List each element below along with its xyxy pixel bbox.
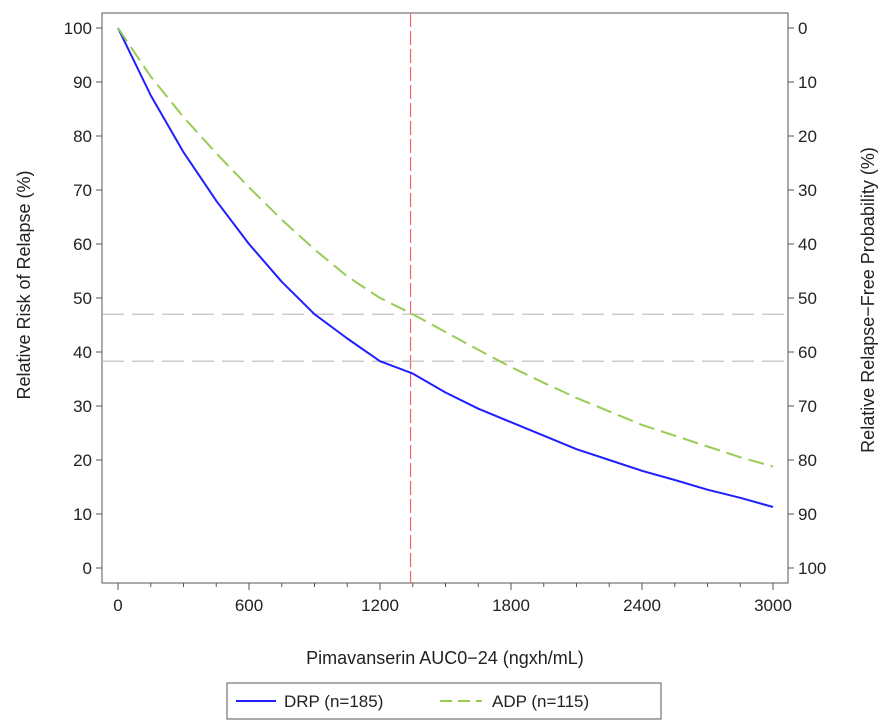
series-line-adp xyxy=(117,27,774,468)
x-tick-label: 0 xyxy=(113,596,122,615)
y-left-tick-label: 80 xyxy=(73,127,92,146)
y-axis-right-title: Relative Relapse−Free Probability (%) xyxy=(858,147,878,453)
y-axis-left-title: Relative Risk of Relapse (%) xyxy=(14,170,34,399)
y-left-tick-label: 60 xyxy=(73,235,92,254)
x-axis: 0 600 1200 1800 2400 3000 xyxy=(113,583,792,615)
legend: DRP (n=185) ADP (n=115) xyxy=(226,682,662,720)
series-lines xyxy=(117,27,774,508)
y-right-tick-label: 0 xyxy=(798,19,807,38)
y-left-tick-label: 90 xyxy=(73,73,92,92)
x-tick-label: 1800 xyxy=(492,596,530,615)
y-left-tick-label: 40 xyxy=(73,343,92,362)
y-right-tick-label: 10 xyxy=(798,73,817,92)
y-right-tick-label: 70 xyxy=(798,397,817,416)
y-right-tick-label: 40 xyxy=(798,235,817,254)
series-line-drp xyxy=(117,27,774,508)
y-right-tick-label: 20 xyxy=(798,127,817,146)
y-left-tick-label: 100 xyxy=(64,19,92,38)
y-right-tick-label: 90 xyxy=(798,505,817,524)
plot-frame xyxy=(101,12,789,584)
y-left-tick-label: 20 xyxy=(73,451,92,470)
x-axis-title: Pimavanserin AUC0−24 (ngxh/mL) xyxy=(306,648,584,668)
y-right-tick-label: 30 xyxy=(798,181,817,200)
y-left-tick-label: 50 xyxy=(73,289,92,308)
y-right-tick-label: 100 xyxy=(798,559,826,578)
y-left-tick-label: 30 xyxy=(73,397,92,416)
legend-label-drp: DRP (n=185) xyxy=(284,692,383,711)
legend-label-adp: ADP (n=115) xyxy=(492,692,589,711)
y-axis-left: 0 10 20 30 40 50 60 70 80 90 100 xyxy=(64,19,102,578)
reference-lines xyxy=(102,13,788,583)
y-left-tick-label: 70 xyxy=(73,181,92,200)
x-tick-label: 600 xyxy=(235,596,263,615)
y-left-tick-label: 0 xyxy=(83,559,92,578)
y-right-tick-label: 60 xyxy=(798,343,817,362)
x-tick-label: 3000 xyxy=(754,596,792,615)
x-tick-label: 2400 xyxy=(623,596,661,615)
y-right-tick-label: 80 xyxy=(798,451,817,470)
y-right-tick-label: 50 xyxy=(798,289,817,308)
y-left-tick-label: 10 xyxy=(73,505,92,524)
x-tick-label: 1200 xyxy=(361,596,399,615)
